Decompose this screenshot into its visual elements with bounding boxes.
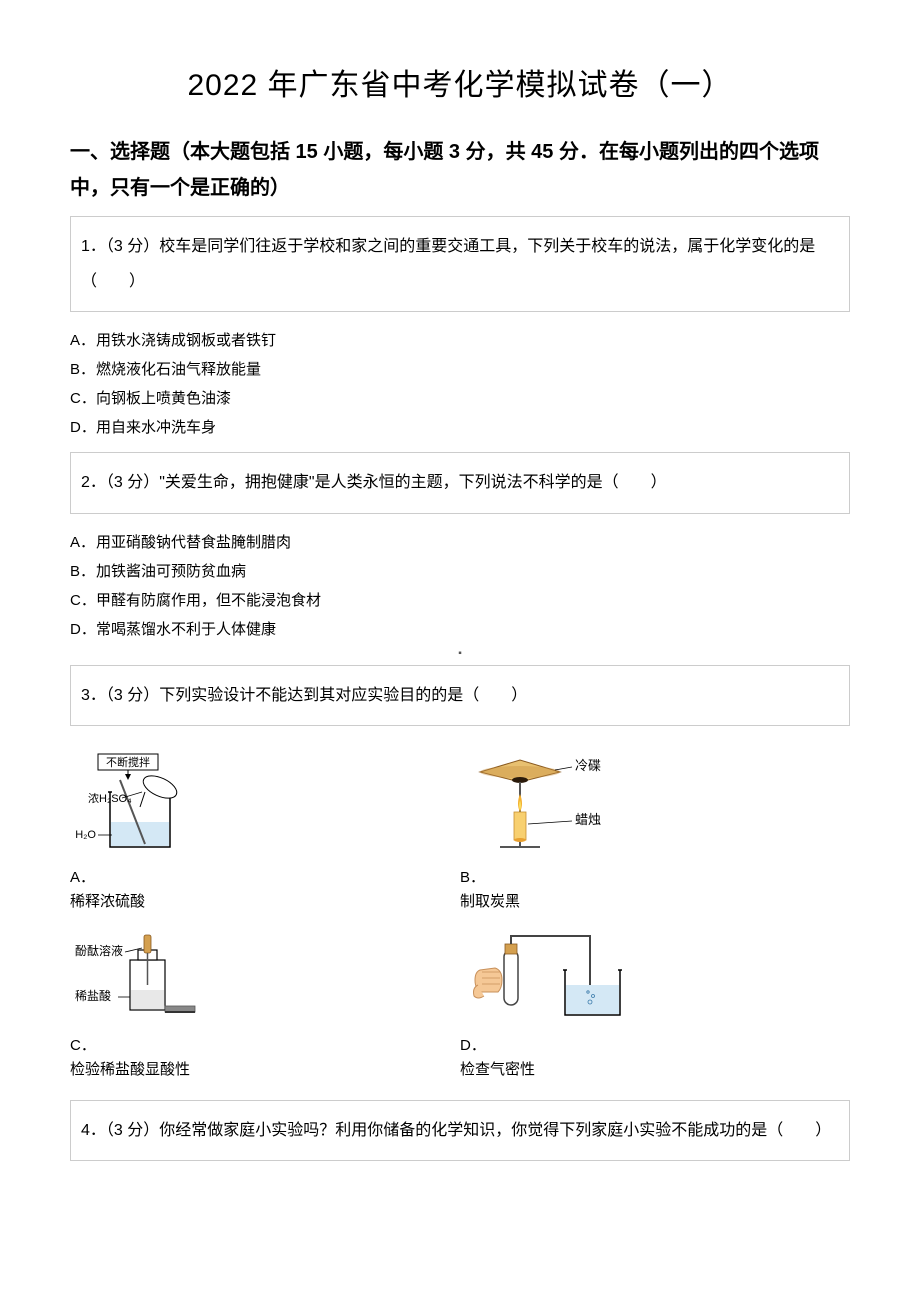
question-1-options: A．用铁水浇铸成钢板或者铁钉 B．燃烧液化石油气释放能量 C．向钢板上喷黄色油漆… (70, 320, 850, 452)
svg-text:稀盐酸: 稀盐酸 (75, 988, 111, 1003)
q1-option-c: C．向钢板上喷黄色油漆 (70, 384, 850, 413)
q2-option-b: B．加铁酱油可预防贫血病 (70, 557, 850, 586)
q2-option-b-text: 加铁酱油可预防贫血病 (96, 563, 246, 580)
q2-option-c: C．甲醛有防腐作用，但不能浸泡食材 (70, 586, 850, 615)
question-1-stem: 1．（3 分）校车是同学们往返于学校和家之间的重要交通工具，下列关于校车的说法，… (70, 216, 850, 312)
exam-title: 2022 年广东省中考化学模拟试卷（一） (70, 60, 850, 104)
page-marker: ▪ (70, 648, 850, 659)
question-3-stem: 3．（3 分）下列实验设计不能达到其对应实验目的的是（ ） (70, 665, 850, 726)
svg-text:浓H₂SO₄: 浓H₂SO₄ (88, 792, 132, 805)
question-2-options: A．用亚硝酸钠代替食盐腌制腊肉 B．加铁酱油可预防贫血病 C．甲醛有防腐作用，但… (70, 522, 850, 654)
section-header: 一、选择题（本大题包括 15 小题，每小题 3 分，共 45 分．在每小题列出的… (70, 134, 850, 206)
q2-option-d: D．常喝蒸馏水不利于人体健康 (70, 615, 850, 644)
q3-caption-c: 检验稀盐酸显酸性 (70, 1061, 190, 1078)
q1-option-c-text: 向钢板上喷黄色油漆 (96, 390, 231, 407)
q1-option-a: A．用铁水浇铸成钢板或者铁钉 (70, 326, 850, 355)
q2-option-a-text: 用亚硝酸钠代替食盐腌制腊肉 (96, 534, 291, 551)
svg-text:冷碟: 冷碟 (575, 758, 601, 773)
q2-option-c-text: 甲醛有防腐作用，但不能浸泡食材 (96, 592, 321, 609)
q3-caption-b: 制取炭黑 (460, 893, 520, 910)
q3-diagram-c: 酚酞溶液 稀盐酸 (70, 930, 460, 1030)
q1-option-b-text: 燃烧液化石油气释放能量 (96, 361, 261, 378)
q3-option-c: 酚酞溶液 稀盐酸 C．检验稀盐酸显酸性 (70, 922, 460, 1090)
q3-option-b: 冷碟 蜡烛 B．制取炭黑 (460, 744, 850, 922)
q3-option-a: 不断搅拌 浓H₂SO₄ H₂O A．稀释浓硫酸 (70, 744, 460, 922)
q1-option-a-text: 用铁水浇铸成钢板或者铁钉 (96, 332, 276, 349)
question-3-image-options: 不断搅拌 浓H₂SO₄ H₂O A．稀释浓硫酸 (70, 734, 850, 1100)
q3-caption-d: 检查气密性 (460, 1061, 535, 1078)
svg-text:不断搅拌: 不断搅拌 (106, 755, 150, 769)
q3-diagram-a: 不断搅拌 浓H₂SO₄ H₂O (70, 752, 460, 862)
q1-option-b: B．燃烧液化石油气释放能量 (70, 355, 850, 384)
q1-option-d-text: 用自来水冲洗车身 (96, 419, 216, 436)
svg-text:酚酞溶液: 酚酞溶液 (75, 943, 123, 958)
q3-option-d: D．检查气密性 (460, 922, 850, 1090)
q2-option-d-text: 常喝蒸馏水不利于人体健康 (96, 621, 276, 638)
q3-diagram-b: 冷碟 蜡烛 (460, 752, 850, 862)
svg-text:H₂O: H₂O (75, 829, 96, 841)
q3-diagram-d (460, 930, 850, 1030)
q2-option-a: A．用亚硝酸钠代替食盐腌制腊肉 (70, 528, 850, 557)
svg-text:蜡烛: 蜡烛 (575, 812, 601, 827)
q1-option-d: D．用自来水冲洗车身 (70, 413, 850, 442)
question-4-stem: 4．（3 分）你经常做家庭小实验吗？利用你储备的化学知识，你觉得下列家庭小实验不… (70, 1100, 850, 1161)
question-2-stem: 2．（3 分）"关爱生命，拥抱健康"是人类永恒的主题，下列说法不科学的是（ ） (70, 452, 850, 513)
q3-caption-a: 稀释浓硫酸 (70, 893, 145, 910)
